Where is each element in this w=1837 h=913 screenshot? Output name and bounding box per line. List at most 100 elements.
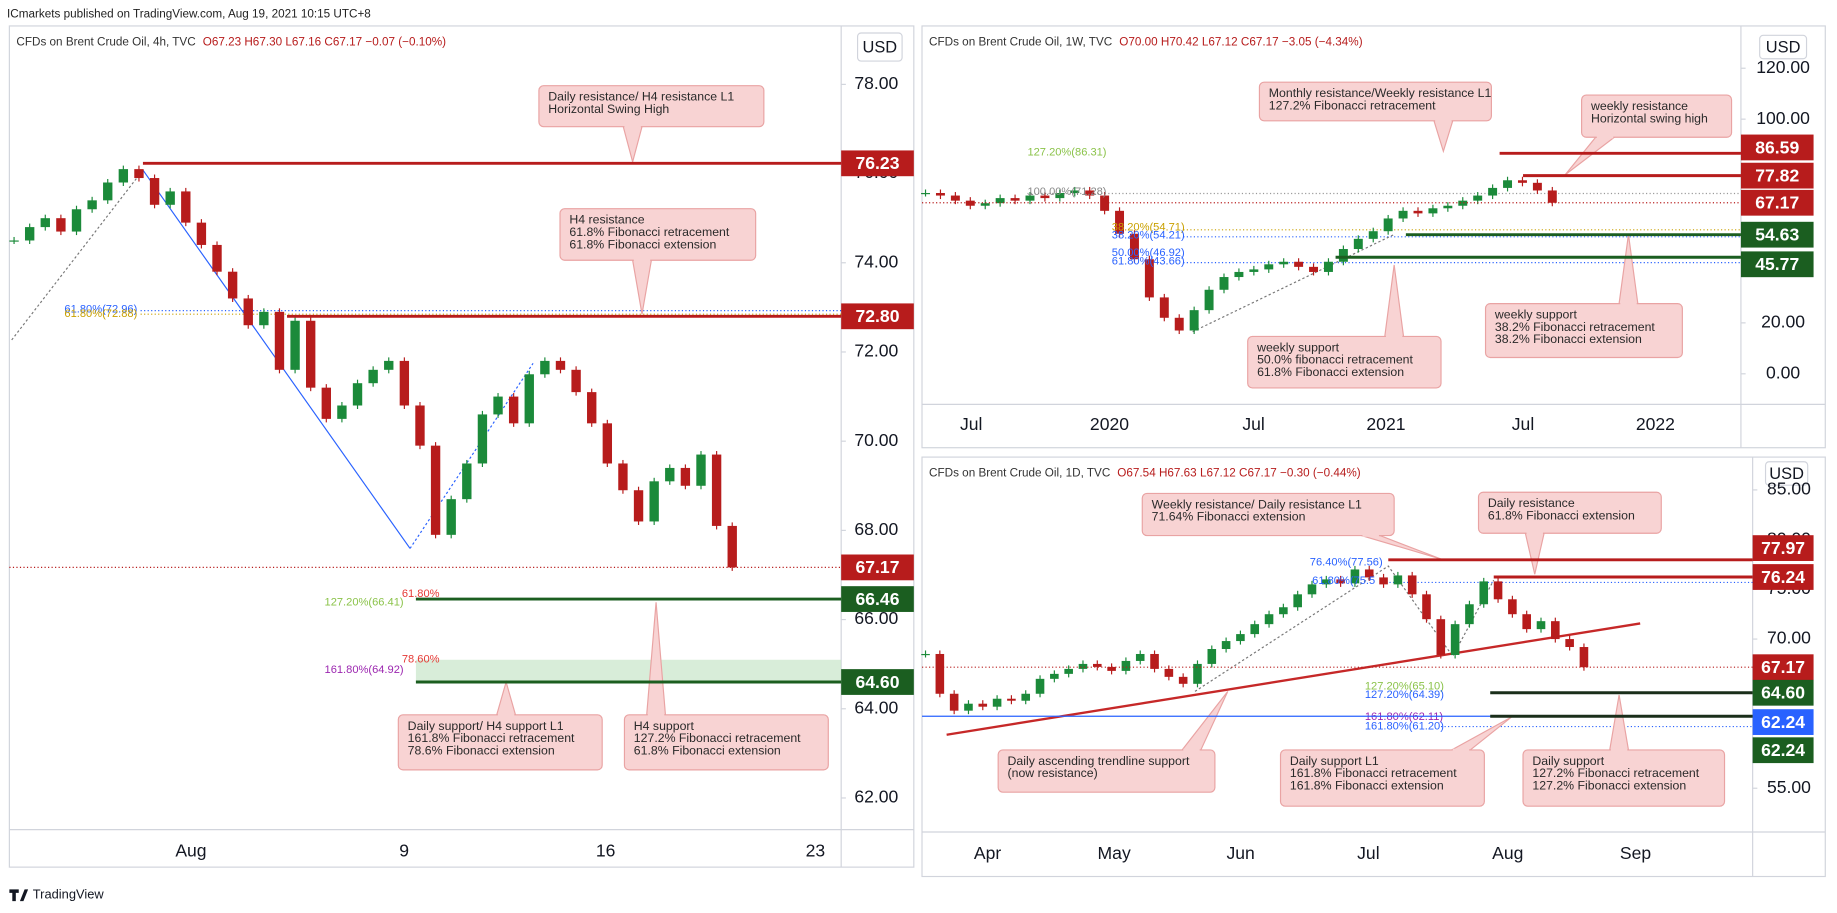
y-tick-label: 78.00 — [854, 73, 898, 93]
currency: USD — [863, 39, 898, 57]
callout-text: Daily support — [1532, 754, 1604, 768]
candle — [1465, 604, 1474, 625]
candle — [118, 169, 129, 183]
callout-text: weekly support — [1494, 308, 1578, 322]
candle — [477, 414, 488, 464]
y-tick-label: 55.00 — [1767, 777, 1811, 797]
candle — [1294, 261, 1304, 267]
candle — [1189, 310, 1199, 331]
x-tick-label: Aug — [175, 841, 206, 861]
price-label: 67.17 — [1755, 193, 1799, 213]
callout-text: Daily support/ H4 support L1 — [408, 719, 564, 733]
fib-label: 61.80%(72.96) — [64, 303, 137, 315]
candle — [243, 298, 253, 326]
price-label-box — [1740, 134, 1814, 161]
candle — [618, 463, 628, 491]
price-label-box — [1752, 709, 1814, 735]
candle — [493, 396, 503, 415]
y-tick-label: 20.00 — [1761, 312, 1805, 332]
callout-text: Weekly resistance/ Daily resistance L1 — [1152, 497, 1362, 511]
y-tick-label: 74.00 — [854, 251, 898, 271]
x-tick-label: Sep — [1620, 843, 1651, 863]
callout-text: Daily resistance — [1488, 496, 1575, 510]
symbol-info: CFDs on Brent Crude Oil, 1W, TVC O70.00 H… — [929, 35, 1363, 48]
ohlc: O67.54 H67.63 L67.12 C67.17 −0.30 (−0.44… — [1117, 467, 1360, 480]
candle — [921, 193, 931, 195]
fib-label: 61.80%(75.5 — [1312, 575, 1375, 587]
candle — [1383, 218, 1393, 232]
callout-text: 127.2% Fibonacci retracement — [1269, 98, 1436, 112]
fib-label: 161.80%(64.92) — [325, 664, 404, 676]
candle — [1579, 647, 1589, 668]
candle — [1092, 663, 1102, 667]
candle — [1338, 249, 1348, 262]
price-label: 45.77 — [1755, 254, 1799, 274]
callout-box — [1258, 81, 1492, 122]
candle — [980, 203, 990, 206]
callout-box — [538, 85, 765, 128]
currency-box — [1764, 461, 1809, 486]
candle — [212, 244, 222, 272]
y-tick-label: 70.00 — [1767, 628, 1811, 648]
price-label: 64.60 — [856, 672, 900, 692]
candle — [103, 182, 113, 201]
callout-text: 78.6% Fibonacci extension — [408, 743, 555, 757]
candle — [711, 454, 722, 526]
callout-text: 61.8% Fibonacci extension — [1488, 508, 1635, 522]
candle — [1551, 621, 1560, 640]
callout-text: Horizontal swing high — [1591, 111, 1708, 125]
price-label: 67.17 — [856, 557, 900, 577]
candle — [1428, 208, 1438, 214]
candle — [1307, 584, 1317, 595]
logo-mark — [9, 889, 29, 902]
candle — [1422, 594, 1431, 620]
callout-text: (now resistance) — [1008, 766, 1098, 780]
callout-text: H4 resistance — [569, 213, 644, 227]
candle — [602, 423, 613, 464]
fib-label: 78.60% — [402, 654, 440, 666]
ohlc: O70.00 H70.42 L67.12 C67.17 −3.05 (−4.34… — [1119, 35, 1362, 48]
candle — [1364, 569, 1374, 578]
zone — [415, 659, 842, 683]
candle — [1458, 200, 1468, 206]
candle — [680, 467, 691, 486]
callout-box — [1141, 492, 1395, 537]
x-tick-label: Jun — [1227, 843, 1255, 863]
y-tick-label: 66.00 — [854, 608, 898, 628]
candle — [290, 320, 300, 370]
candle — [1025, 195, 1035, 201]
candle — [1234, 271, 1244, 278]
y-tick-label: 70.00 — [854, 430, 898, 450]
candle — [1493, 581, 1503, 600]
price-label: 67.17 — [1761, 657, 1805, 677]
candle — [462, 463, 472, 500]
callout-text: Monthly resistance/Weekly resistance L1 — [1269, 86, 1492, 100]
fib-label: 127.20%(66.41) — [325, 596, 404, 608]
callout-box — [1581, 94, 1733, 138]
price-label: 76.23 — [856, 153, 900, 173]
x-tick-label: Jul — [1512, 414, 1534, 434]
candle — [259, 311, 269, 326]
callout-text: 127.2% Fibonacci retracement — [1532, 766, 1699, 780]
y-tick-label: 85.00 — [1767, 479, 1811, 499]
candle — [1007, 698, 1016, 701]
symbol-info: CFDs on Brent Crude Oil, 4h, TVC O67.23 H… — [16, 35, 446, 48]
candle — [1536, 621, 1546, 630]
callout-box — [1279, 749, 1485, 807]
fib-label: 50.00%(46.92) — [1112, 247, 1185, 259]
callout-box — [1247, 335, 1442, 389]
price-label-box — [1752, 679, 1814, 706]
y-tick-label: 64.00 — [854, 697, 898, 717]
candle — [1393, 575, 1403, 585]
candle — [1207, 649, 1217, 664]
candle — [587, 392, 597, 424]
candle — [978, 703, 988, 707]
callout-text: 161.8% Fibonacci retracement — [1290, 766, 1457, 780]
candle — [1204, 289, 1214, 311]
callout-text: 61.8% Fibonacci extension — [1257, 365, 1404, 379]
callout-text: 38.2% Fibonacci extension — [1495, 332, 1642, 346]
candle — [430, 445, 441, 535]
candle — [306, 320, 316, 388]
candle — [1488, 187, 1498, 196]
candle — [1350, 569, 1360, 584]
